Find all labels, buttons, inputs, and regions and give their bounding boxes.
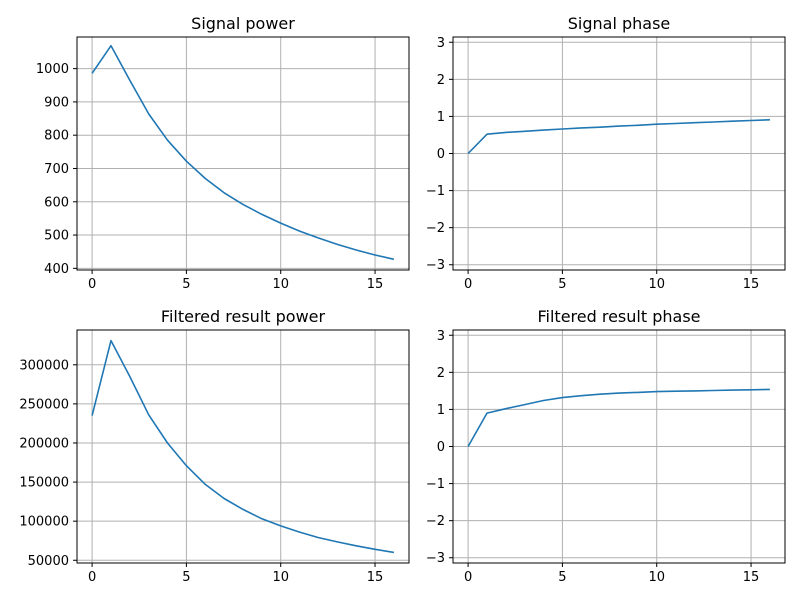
x-tick-label: 15 bbox=[743, 277, 760, 292]
x-tick-label: 0 bbox=[88, 570, 96, 585]
x-tick-label: 10 bbox=[272, 277, 289, 292]
x-tick-label: 15 bbox=[743, 570, 760, 585]
y-tick-label: 1000 bbox=[36, 62, 69, 77]
chart-filtered-result-power: Filtered result power 0 5 10 15 50000 100000 1… bbox=[19, 307, 410, 585]
y-tick-label: 1 bbox=[437, 110, 445, 125]
chart-filtered-result-phase: Filtered result phase 0 5 10 15 −3 −2 −1 0 1 2 3 bbox=[426, 307, 786, 585]
y-tick-label: −2 bbox=[426, 514, 445, 529]
series-line bbox=[467, 388, 770, 447]
x-tick-label: 5 bbox=[558, 570, 566, 585]
chart-title: Signal power bbox=[191, 14, 295, 33]
x-tick-label: 10 bbox=[648, 277, 665, 292]
y-tick-label: −3 bbox=[426, 258, 445, 273]
y-tick-label: 50000 bbox=[28, 554, 69, 569]
y-tick-label: 0 bbox=[437, 440, 445, 455]
chart-signal-power: Signal power 0 5 10 15 400 500 600 700 800 900 100… bbox=[36, 14, 410, 292]
y-tick-label: 300000 bbox=[19, 358, 69, 373]
y-tick-label: 100000 bbox=[19, 515, 69, 530]
plot-frame bbox=[76, 36, 410, 271]
series-line bbox=[467, 119, 770, 155]
y-tick-label: 1 bbox=[437, 403, 445, 418]
y-tick-label: −1 bbox=[426, 477, 445, 492]
chart-title: Signal phase bbox=[568, 14, 671, 33]
y-tick-label: 250000 bbox=[19, 397, 69, 412]
chart-title: Filtered result power bbox=[161, 307, 326, 326]
x-tick-label: 5 bbox=[558, 277, 566, 292]
series-line bbox=[91, 339, 395, 554]
x-tick-label: 10 bbox=[648, 570, 665, 585]
x-tick-label: 5 bbox=[182, 277, 190, 292]
y-tick-label: 200000 bbox=[19, 436, 69, 451]
chart-signal-phase: Signal phase 0 5 10 15 −3 −2 −1 0 1 2 3 bbox=[426, 14, 786, 292]
y-tick-label: 150000 bbox=[19, 476, 69, 491]
y-tick-label: −3 bbox=[426, 551, 445, 566]
y-tick-label: 3 bbox=[437, 36, 445, 51]
y-tick-label: 600 bbox=[44, 195, 69, 210]
y-tick-label: 900 bbox=[44, 95, 69, 110]
x-tick-label: 5 bbox=[182, 570, 190, 585]
x-tick-label: 0 bbox=[464, 570, 472, 585]
y-tick-label: 0 bbox=[437, 147, 445, 162]
plot-frame bbox=[76, 329, 410, 564]
y-tick-label: −1 bbox=[426, 184, 445, 199]
x-tick-label: 15 bbox=[367, 277, 384, 292]
x-tick-label: 0 bbox=[464, 277, 472, 292]
y-tick-label: 3 bbox=[437, 329, 445, 344]
y-tick-label: 500 bbox=[44, 229, 69, 244]
y-tick-label: 2 bbox=[437, 366, 445, 381]
y-tick-label: 400 bbox=[44, 262, 69, 277]
y-tick-label: 800 bbox=[44, 129, 69, 144]
series-line bbox=[91, 44, 395, 261]
x-tick-label: 15 bbox=[367, 570, 384, 585]
y-tick-label: −2 bbox=[426, 221, 445, 236]
x-tick-label: 10 bbox=[272, 570, 289, 585]
y-tick-label: 700 bbox=[44, 162, 69, 177]
y-tick-label: 2 bbox=[437, 73, 445, 88]
chart-title: Filtered result phase bbox=[538, 307, 701, 326]
x-tick-label: 0 bbox=[88, 277, 96, 292]
